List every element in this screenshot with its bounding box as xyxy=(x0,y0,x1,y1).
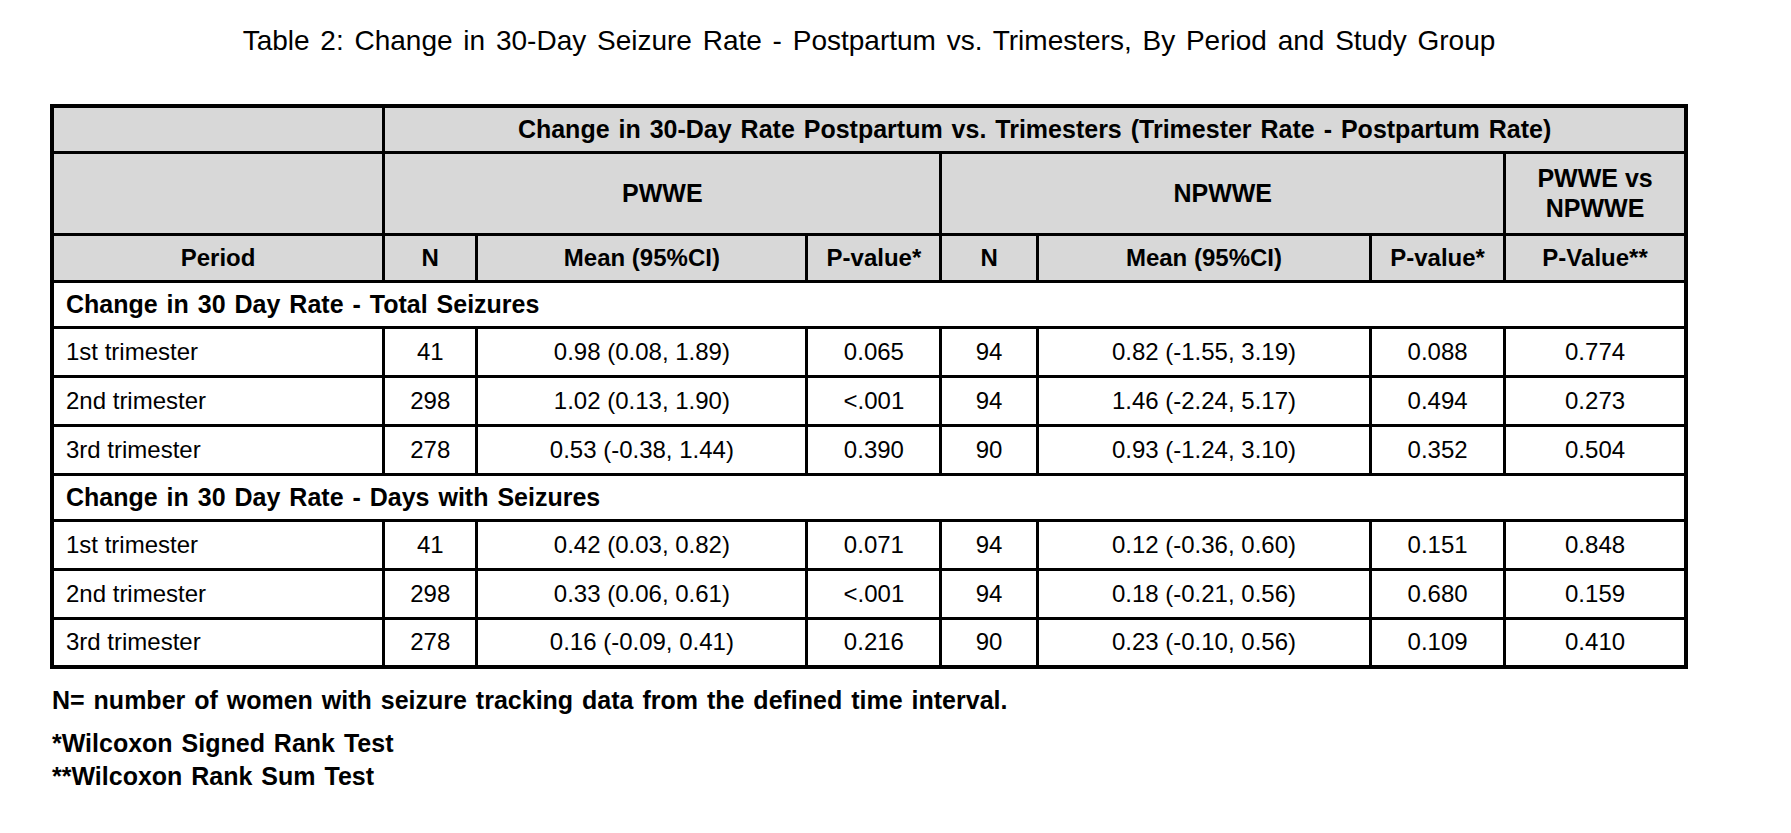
cell-period: 1st trimester xyxy=(52,520,384,569)
cell-pwwe-pvalue: <.001 xyxy=(807,569,941,618)
group-header-row: PWWE NPWWE PWWE vs NPWWE xyxy=(52,152,1686,234)
cell-pwwe-pvalue: 0.216 xyxy=(807,618,941,667)
col-header-pvalue-compare: P-Value** xyxy=(1505,234,1686,281)
cell-pwwe-mean: 0.42 (0.03, 0.82) xyxy=(477,520,807,569)
group-header-pwwe-vs-npwwe: PWWE vs NPWWE xyxy=(1505,152,1686,234)
section-label: Change in 30 Day Rate - Total Seizures xyxy=(52,281,1686,327)
cell-npwwe-pvalue: 0.088 xyxy=(1371,327,1505,376)
group-header-pwwe: PWWE xyxy=(384,152,941,234)
corner-cell-middle xyxy=(52,152,384,234)
cell-npwwe-mean: 1.46 (-2.24, 5.17) xyxy=(1037,376,1370,425)
cell-compare-pvalue: 0.774 xyxy=(1505,327,1686,376)
col-header-mean-pwwe: Mean (95%CI) xyxy=(477,234,807,281)
cell-pwwe-n: 298 xyxy=(384,376,477,425)
cell-pwwe-pvalue: 0.390 xyxy=(807,425,941,474)
cell-pwwe-n: 41 xyxy=(384,327,477,376)
cell-npwwe-mean: 0.23 (-0.10, 0.56) xyxy=(1037,618,1370,667)
col-header-n-pwwe: N xyxy=(384,234,477,281)
cell-pwwe-pvalue: 0.065 xyxy=(807,327,941,376)
cell-period: 1st trimester xyxy=(52,327,384,376)
spanning-header: Change in 30-Day Rate Postpartum vs. Tri… xyxy=(384,106,1686,152)
corner-cell-top xyxy=(52,106,384,152)
footnotes: N= number of women with seizure tracking… xyxy=(52,684,1791,793)
col-header-mean-npwwe: Mean (95%CI) xyxy=(1037,234,1370,281)
document-page: Table 2: Change in 30-Day Seizure Rate -… xyxy=(0,0,1791,793)
cell-npwwe-pvalue: 0.109 xyxy=(1371,618,1505,667)
cell-npwwe-n: 94 xyxy=(941,569,1037,618)
row-days-2nd-trimester: 2nd trimester 298 0.33 (0.06, 0.61) <.00… xyxy=(52,569,1686,618)
col-header-pvalue-npwwe: P-value* xyxy=(1371,234,1505,281)
cell-period: 2nd trimester xyxy=(52,376,384,425)
cell-npwwe-mean: 0.82 (-1.55, 3.19) xyxy=(1037,327,1370,376)
cell-pwwe-mean: 1.02 (0.13, 1.90) xyxy=(477,376,807,425)
section-header-days-with-seizures: Change in 30 Day Rate - Days with Seizur… xyxy=(52,474,1686,520)
section-header-total-seizures: Change in 30 Day Rate - Total Seizures xyxy=(52,281,1686,327)
seizure-rate-table: Change in 30-Day Rate Postpartum vs. Tri… xyxy=(50,104,1688,669)
cell-pwwe-mean: 0.33 (0.06, 0.61) xyxy=(477,569,807,618)
col-header-n-npwwe: N xyxy=(941,234,1037,281)
cell-pwwe-pvalue: <.001 xyxy=(807,376,941,425)
row-days-1st-trimester: 1st trimester 41 0.42 (0.03, 0.82) 0.071… xyxy=(52,520,1686,569)
cell-npwwe-mean: 0.12 (-0.36, 0.60) xyxy=(1037,520,1370,569)
cell-pwwe-pvalue: 0.071 xyxy=(807,520,941,569)
cell-npwwe-mean: 0.18 (-0.21, 0.56) xyxy=(1037,569,1370,618)
row-total-3rd-trimester: 3rd trimester 278 0.53 (-0.38, 1.44) 0.3… xyxy=(52,425,1686,474)
cell-npwwe-n: 90 xyxy=(941,425,1037,474)
cell-period: 2nd trimester xyxy=(52,569,384,618)
col-header-pvalue-pwwe: P-value* xyxy=(807,234,941,281)
cell-compare-pvalue: 0.273 xyxy=(1505,376,1686,425)
col-header-period: Period xyxy=(52,234,384,281)
group-header-npwwe: NPWWE xyxy=(941,152,1505,234)
cell-npwwe-pvalue: 0.494 xyxy=(1371,376,1505,425)
cell-pwwe-n: 278 xyxy=(384,425,477,474)
cell-pwwe-n: 298 xyxy=(384,569,477,618)
cell-compare-pvalue: 0.504 xyxy=(1505,425,1686,474)
cell-pwwe-n: 278 xyxy=(384,618,477,667)
cell-compare-pvalue: 0.159 xyxy=(1505,569,1686,618)
cell-npwwe-n: 90 xyxy=(941,618,1037,667)
cell-compare-pvalue: 0.848 xyxy=(1505,520,1686,569)
cell-compare-pvalue: 0.410 xyxy=(1505,618,1686,667)
cell-npwwe-n: 94 xyxy=(941,376,1037,425)
row-days-3rd-trimester: 3rd trimester 278 0.16 (-0.09, 0.41) 0.2… xyxy=(52,618,1686,667)
table-title: Table 2: Change in 30-Day Seizure Rate -… xyxy=(50,24,1688,58)
row-total-2nd-trimester: 2nd trimester 298 1.02 (0.13, 1.90) <.00… xyxy=(52,376,1686,425)
cell-npwwe-pvalue: 0.151 xyxy=(1371,520,1505,569)
cell-period: 3rd trimester xyxy=(52,425,384,474)
cell-pwwe-mean: 0.53 (-0.38, 1.44) xyxy=(477,425,807,474)
footnote-n-definition: N= number of women with seizure tracking… xyxy=(52,684,1791,717)
column-header-row: Period N Mean (95%CI) P-value* N Mean (9… xyxy=(52,234,1686,281)
row-total-1st-trimester: 1st trimester 41 0.98 (0.08, 1.89) 0.065… xyxy=(52,327,1686,376)
cell-npwwe-mean: 0.93 (-1.24, 3.10) xyxy=(1037,425,1370,474)
section-label: Change in 30 Day Rate - Days with Seizur… xyxy=(52,474,1686,520)
footnote-wilcoxon-rank-sum: **Wilcoxon Rank Sum Test xyxy=(52,760,1791,793)
cell-npwwe-pvalue: 0.680 xyxy=(1371,569,1505,618)
cell-pwwe-n: 41 xyxy=(384,520,477,569)
cell-pwwe-mean: 0.16 (-0.09, 0.41) xyxy=(477,618,807,667)
cell-pwwe-mean: 0.98 (0.08, 1.89) xyxy=(477,327,807,376)
cell-period: 3rd trimester xyxy=(52,618,384,667)
spanning-header-row: Change in 30-Day Rate Postpartum vs. Tri… xyxy=(52,106,1686,152)
cell-npwwe-n: 94 xyxy=(941,520,1037,569)
cell-npwwe-n: 94 xyxy=(941,327,1037,376)
cell-npwwe-pvalue: 0.352 xyxy=(1371,425,1505,474)
footnote-wilcoxon-signed-rank: *Wilcoxon Signed Rank Test xyxy=(52,727,1791,760)
